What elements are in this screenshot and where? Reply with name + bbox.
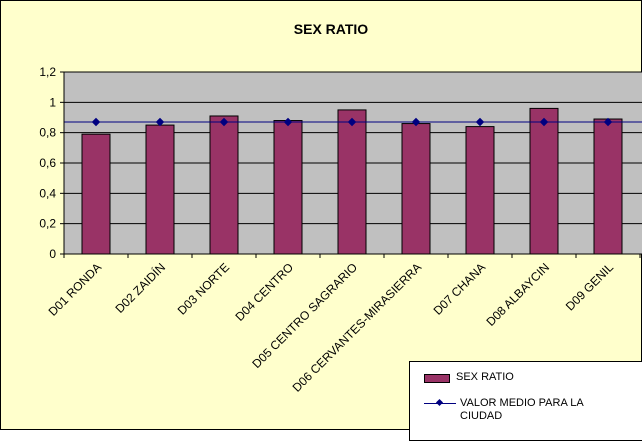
bar (529, 107, 559, 255)
average-point (283, 117, 293, 127)
legend: SEX RATIO VALOR MEDIO PARA LA CIUDAD (409, 361, 642, 441)
bar (81, 133, 111, 255)
category-label: D03 NORTE (175, 260, 232, 317)
category-label: D04 CENTRO (232, 260, 296, 324)
legend-item-bar: SEX RATIO (424, 371, 606, 384)
legend-line-swatch (424, 397, 456, 411)
legend-label-line: VALOR MEDIO PARA LA CIUDAD (460, 397, 584, 422)
axes (60, 71, 642, 258)
bar (273, 120, 303, 255)
y-tick-label: 0,8 (39, 126, 56, 140)
category-label: D01 RONDA (46, 260, 104, 318)
bar (401, 123, 431, 255)
legend-label-bar: SEX RATIO (456, 371, 514, 383)
average-point (219, 117, 229, 127)
average-point (91, 117, 101, 127)
average-point (411, 117, 421, 127)
category-label: D02 ZAIDÍN (112, 260, 168, 316)
y-tick-label: 0,2 (39, 217, 56, 231)
average-point (475, 117, 485, 127)
bar (593, 118, 623, 255)
chart: SEX RATIO 0 0,2 0,4 0,6 0,8 1 1,2 D01 RONDA D02… (39, 21, 642, 395)
bar (465, 126, 495, 255)
bar (209, 115, 239, 255)
average-point (155, 117, 165, 127)
legend-bar-swatch (424, 374, 450, 383)
y-tick-label: 1 (49, 95, 56, 109)
category-label: D05 CENTRO SAGRARIO (249, 260, 360, 371)
average-line-series (64, 117, 642, 127)
y-tick-label: 1,2 (39, 65, 56, 79)
average-point (347, 117, 357, 127)
category-label: D09 GENIL (563, 260, 617, 314)
category-label: D07 CHANA (431, 260, 489, 318)
category-label: D08 ALBAYCIN (483, 260, 552, 329)
y-tick-labels: 0 0,2 0,4 0,6 0,8 1 1,2 (39, 65, 56, 261)
y-tick-label: 0,6 (39, 156, 56, 170)
y-tick-label: 0 (49, 247, 56, 261)
chart-title: SEX RATIO (294, 21, 369, 37)
bar (337, 109, 367, 255)
y-tick-label: 0,4 (39, 186, 56, 200)
legend-item-line: VALOR MEDIO PARA LA CIUDAD (424, 397, 610, 423)
bar (145, 124, 175, 255)
category-label: D06 CERVANTES-MIRASIERRA (290, 260, 425, 395)
bar-series (81, 107, 623, 255)
